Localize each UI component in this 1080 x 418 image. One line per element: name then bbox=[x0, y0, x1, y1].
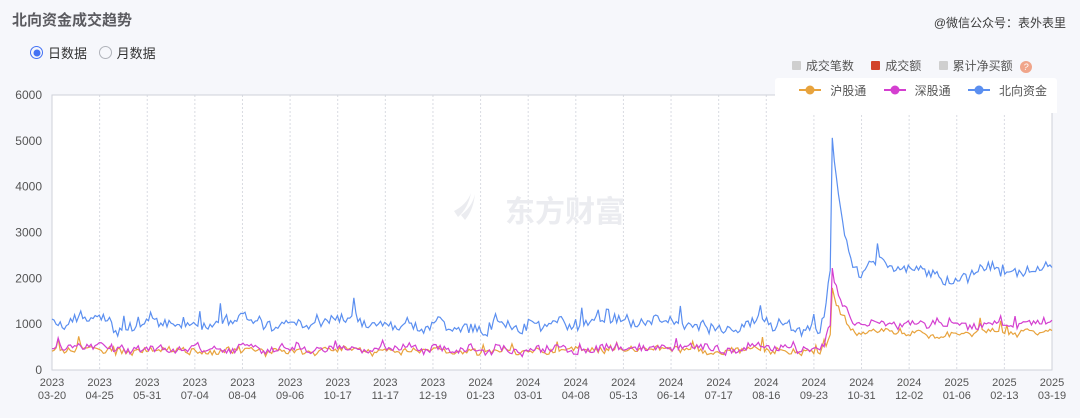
svg-text:2024: 2024 bbox=[468, 377, 492, 389]
svg-text:2023: 2023 bbox=[230, 377, 254, 389]
svg-text:07-17: 07-17 bbox=[705, 390, 733, 402]
svg-text:2024: 2024 bbox=[659, 377, 683, 389]
svg-text:2024: 2024 bbox=[802, 377, 826, 389]
svg-text:07-04: 07-04 bbox=[181, 390, 209, 402]
svg-text:2024: 2024 bbox=[706, 377, 730, 389]
svg-text:03-20: 03-20 bbox=[38, 390, 66, 402]
svg-text:02-13: 02-13 bbox=[990, 390, 1018, 402]
svg-text:10-17: 10-17 bbox=[324, 390, 352, 402]
svg-text:08-16: 08-16 bbox=[752, 390, 780, 402]
svg-text:11-17: 11-17 bbox=[372, 390, 399, 402]
svg-text:01-06: 01-06 bbox=[943, 390, 971, 402]
svg-text:2024: 2024 bbox=[897, 377, 921, 389]
svg-text:2023: 2023 bbox=[278, 377, 302, 389]
svg-text:2024: 2024 bbox=[849, 377, 873, 389]
svg-text:03-19: 03-19 bbox=[1038, 390, 1066, 402]
svg-text:2023: 2023 bbox=[373, 377, 397, 389]
svg-text:05-31: 05-31 bbox=[133, 390, 161, 402]
svg-text:12-02: 12-02 bbox=[895, 390, 923, 402]
svg-text:04-08: 04-08 bbox=[562, 390, 590, 402]
svg-text:09-23: 09-23 bbox=[800, 390, 828, 402]
svg-text:01-23: 01-23 bbox=[467, 390, 495, 402]
svg-text:08-04: 08-04 bbox=[228, 390, 256, 402]
svg-text:04-25: 04-25 bbox=[86, 390, 114, 402]
svg-text:2024: 2024 bbox=[516, 377, 540, 389]
svg-text:12-19: 12-19 bbox=[419, 390, 447, 402]
svg-text:2023: 2023 bbox=[135, 377, 159, 389]
svg-text:10-31: 10-31 bbox=[847, 390, 875, 402]
svg-text:3000: 3000 bbox=[15, 226, 42, 240]
svg-text:2025: 2025 bbox=[992, 377, 1016, 389]
svg-text:05-13: 05-13 bbox=[609, 390, 637, 402]
svg-text:2023: 2023 bbox=[87, 377, 111, 389]
svg-text:东方财富: 东方财富 bbox=[505, 196, 625, 229]
svg-text:2025: 2025 bbox=[1040, 377, 1064, 389]
svg-text:2000: 2000 bbox=[15, 271, 42, 285]
svg-text:1000: 1000 bbox=[15, 317, 42, 331]
svg-text:2023: 2023 bbox=[325, 377, 349, 389]
svg-text:03-01: 03-01 bbox=[514, 390, 542, 402]
svg-text:2024: 2024 bbox=[611, 377, 635, 389]
svg-text:2025: 2025 bbox=[945, 377, 969, 389]
svg-text:2024: 2024 bbox=[754, 377, 778, 389]
svg-text:2023: 2023 bbox=[421, 377, 445, 389]
svg-text:2024: 2024 bbox=[564, 377, 588, 389]
svg-text:4000: 4000 bbox=[15, 180, 42, 194]
svg-text:6000: 6000 bbox=[15, 88, 42, 102]
svg-text:0: 0 bbox=[35, 363, 42, 377]
svg-text:5000: 5000 bbox=[15, 134, 42, 148]
svg-text:2023: 2023 bbox=[40, 377, 64, 389]
svg-text:09-06: 09-06 bbox=[276, 390, 304, 402]
svg-text:06-14: 06-14 bbox=[657, 390, 685, 402]
svg-text:2023: 2023 bbox=[183, 377, 207, 389]
